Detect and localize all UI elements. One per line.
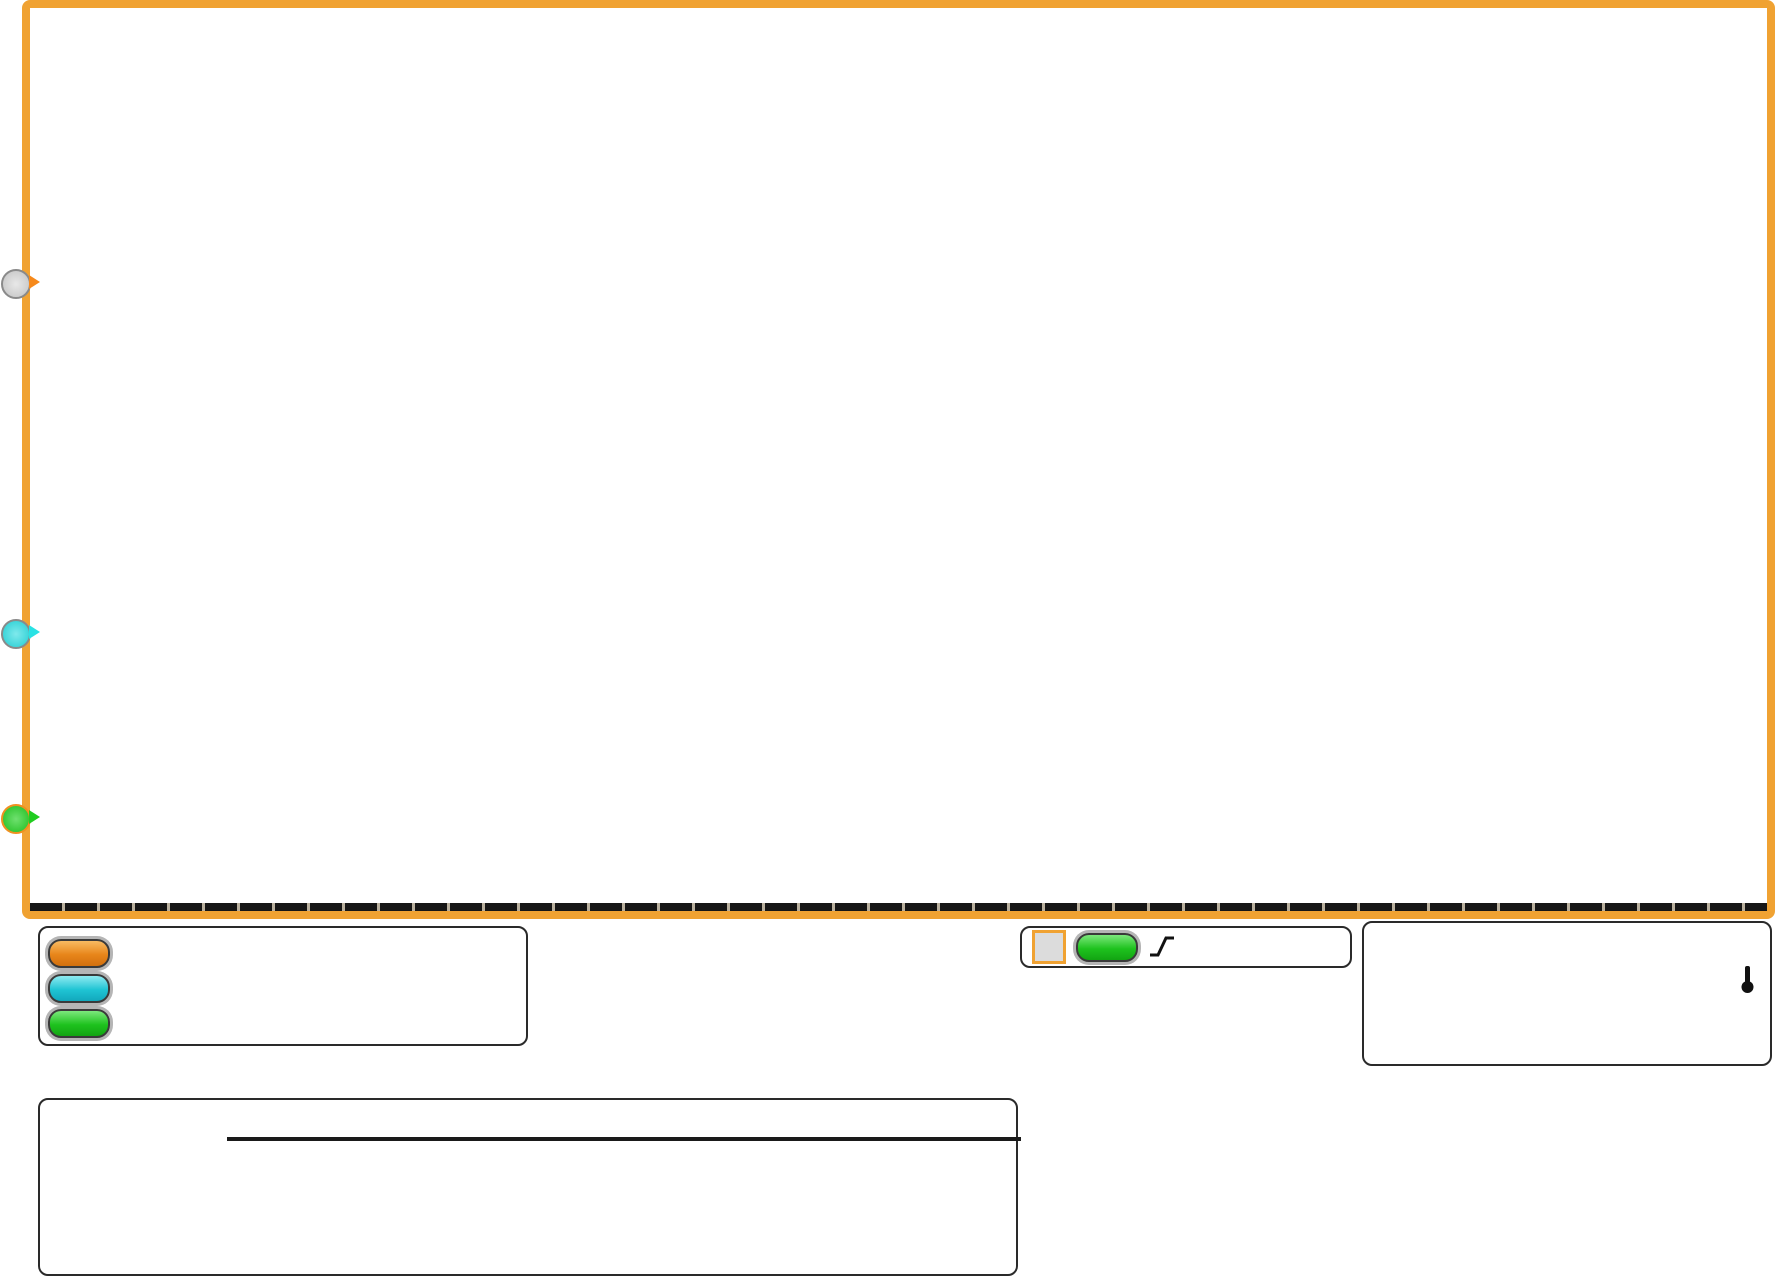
channel-2-position-arrow-icon [29,625,40,639]
trigger-indicator-icon [1741,966,1754,993]
bottom-axis-bar [30,903,1767,911]
channel-1-position-arrow-icon [29,275,40,289]
channel-1-button[interactable] [48,939,110,968]
trigger-channel-button[interactable] [1076,932,1138,962]
horizontal-acquisition-box [1362,921,1772,1066]
channel-4-button[interactable] [48,1009,110,1038]
waveform-plot [30,8,1767,903]
trigger-readout-box [1020,926,1352,968]
channel-2-button[interactable] [48,974,110,1003]
channel-2-settings-row [48,971,516,1006]
rising-edge-slope-icon [1150,936,1174,957]
channel-2-marker[interactable] [1,619,31,649]
measurement-table-grid [227,1137,1021,1141]
trigger-source-button[interactable] [1032,930,1066,964]
channel-settings-box [38,926,528,1046]
channel-4-position-arrow-icon [29,810,40,824]
channel-1-marker[interactable] [1,269,31,299]
graticule-area [22,0,1775,919]
channel-1-settings-row [48,936,516,971]
channel-4-marker[interactable] [1,804,31,834]
channel-4-settings-row [48,1006,516,1041]
measurement-table-box [38,1098,1021,1276]
